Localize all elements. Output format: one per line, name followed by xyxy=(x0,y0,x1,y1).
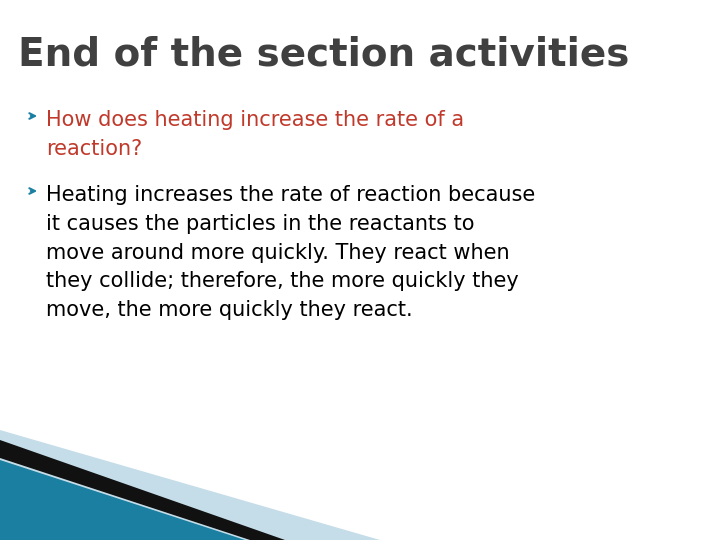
Polygon shape xyxy=(0,460,245,540)
Text: End of the section activities: End of the section activities xyxy=(18,35,629,73)
Polygon shape xyxy=(0,440,285,540)
Text: How does heating increase the rate of a
reaction?: How does heating increase the rate of a … xyxy=(46,110,464,159)
Polygon shape xyxy=(0,430,380,540)
Text: Heating increases the rate of reaction because
it causes the particles in the re: Heating increases the rate of reaction b… xyxy=(46,185,535,320)
